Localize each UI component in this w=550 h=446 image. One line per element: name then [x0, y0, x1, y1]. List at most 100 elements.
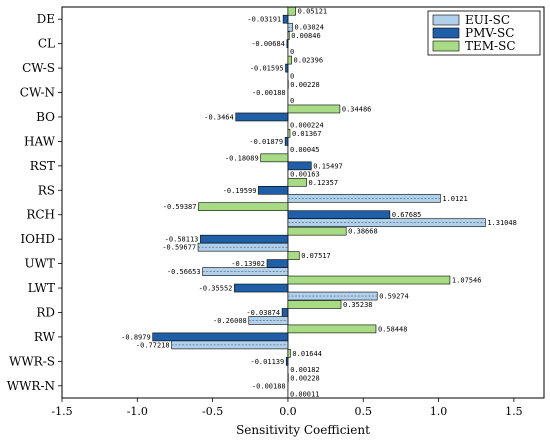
bar-tem-sc-cw-s	[288, 56, 292, 64]
bar-pmv-sc-iohd	[200, 235, 288, 243]
value-label-eui-sc-rw: -0.77218	[136, 341, 170, 349]
legend-label-pmv-sc: PMV-SC	[465, 26, 514, 40]
value-label-tem-sc-rw: 0.58448	[378, 325, 408, 333]
value-label-eui-sc-uwt: -0.56653	[167, 268, 201, 276]
value-label-tem-sc-rd: 0.35238	[343, 301, 373, 309]
value-label-eui-sc-de: 0.03024	[294, 24, 324, 32]
category-label-rs: RS	[38, 183, 55, 197]
bar-tem-sc-rw	[288, 325, 376, 333]
x-tick-label: -1.5	[51, 405, 72, 418]
bar-tem-sc-cl	[288, 32, 289, 40]
legend-swatch-eui-sc	[433, 15, 459, 25]
bar-tem-sc-rch	[198, 203, 287, 211]
bar-pmv-sc-cw-s	[286, 64, 288, 72]
value-label-tem-sc-rst: -0.18089	[225, 154, 259, 162]
x-tick-label: 1.5	[505, 405, 523, 418]
value-label-eui-sc-iohd: -0.59677	[162, 244, 196, 252]
value-label-tem-sc-lwt: 1.07546	[452, 277, 482, 285]
category-label-bo: BO	[36, 110, 55, 124]
bar-tem-sc-rs	[288, 178, 307, 186]
value-label-tem-sc-cw-s: 0.02396	[294, 57, 324, 65]
bar-pmv-sc-bo	[236, 113, 288, 121]
value-label-eui-sc-wwr-s: 0.00182	[290, 366, 320, 374]
category-label-wwr-s: WWR-S	[9, 354, 55, 368]
bar-eui-sc-lwt	[288, 292, 377, 300]
bar-pmv-sc-rw	[153, 333, 288, 341]
value-label-tem-sc-rch: -0.59387	[163, 203, 197, 211]
value-label-pmv-sc-haw: -0.01879	[249, 138, 283, 146]
bar-pmv-sc-de	[283, 15, 288, 23]
value-label-pmv-sc-lwt: -0.35552	[199, 285, 233, 293]
category-label-rw: RW	[34, 330, 56, 344]
category-label-de: DE	[37, 12, 55, 26]
value-label-pmv-sc-uwt: -0.13902	[231, 260, 265, 268]
legend-swatch-pmv-sc	[433, 28, 459, 38]
x-tick-label: 0.0	[279, 405, 297, 418]
value-label-pmv-sc-cw-s: -0.01595	[250, 65, 284, 73]
category-label-rst: RST	[30, 159, 55, 173]
x-tick-label: -1.0	[127, 405, 148, 418]
bar-tem-sc-wwr-s	[288, 349, 290, 357]
value-label-tem-sc-iohd: 0.38668	[348, 228, 378, 236]
category-label-haw: HAW	[24, 134, 56, 148]
bar-tem-sc-iohd	[288, 227, 346, 235]
value-label-tem-sc-cw-n: 0.00228	[290, 81, 320, 89]
bar-eui-sc-iohd	[198, 243, 288, 251]
category-label-cw-n: CW-N	[20, 86, 55, 100]
bar-tem-sc-haw	[288, 129, 290, 137]
value-label-tem-sc-haw: 0.01367	[292, 130, 322, 138]
value-label-pmv-sc-rst: 0.15497	[313, 162, 343, 170]
x-tick-label: 0.5	[355, 405, 373, 418]
value-label-eui-sc-lwt: 0.59274	[379, 293, 409, 301]
category-label-wwr-n: WWR-N	[7, 379, 55, 393]
bar-pmv-sc-wwr-s	[286, 357, 288, 365]
value-label-eui-sc-cw-s: 0	[290, 73, 294, 81]
value-label-tem-sc-wwr-s: 0.01644	[292, 350, 322, 358]
bar-tem-sc-de	[288, 7, 296, 15]
value-label-eui-sc-cw-n: 0	[290, 97, 294, 105]
category-label-rd: RD	[36, 305, 55, 319]
value-label-tem-sc-cl: 0.00846	[291, 32, 321, 40]
category-label-iohd: IOHD	[20, 232, 55, 246]
category-label-cl: CL	[38, 37, 55, 51]
value-label-pmv-sc-cw-n: -0.00188	[252, 89, 286, 97]
bar-pmv-sc-rd	[282, 308, 288, 316]
value-label-pmv-sc-wwr-n: -0.00188	[252, 382, 286, 390]
bar-pmv-sc-rch	[288, 211, 390, 219]
value-label-tem-sc-de: 0.05121	[298, 8, 328, 16]
bar-pmv-sc-rst	[288, 162, 311, 170]
bar-tem-sc-lwt	[288, 276, 450, 284]
x-tick-label: 1.0	[430, 405, 448, 418]
value-label-eui-sc-cl: 0	[290, 48, 294, 56]
bar-pmv-sc-cl	[287, 40, 288, 48]
bar-pmv-sc-haw	[285, 137, 288, 145]
category-label-uwt: UWT	[25, 257, 55, 271]
value-label-eui-sc-bo: 0.000224	[290, 121, 324, 129]
value-label-pmv-sc-de: -0.03191	[247, 16, 281, 24]
value-label-tem-sc-bo: 0.34486	[342, 105, 372, 113]
value-label-pmv-sc-cl: -0.00684	[251, 40, 285, 48]
legend-label-eui-sc: EUI-SC	[465, 13, 510, 27]
value-label-pmv-sc-rd: -0.03874	[246, 309, 280, 317]
bar-pmv-sc-lwt	[234, 284, 288, 292]
value-label-eui-sc-haw: 0.00045	[290, 146, 320, 154]
value-label-eui-sc-wwr-n: 0.00011	[290, 390, 320, 398]
bar-tem-sc-bo	[288, 105, 340, 113]
bar-tem-sc-rst	[261, 154, 288, 162]
category-axis: DECLCW-SCW-NBOHAWRSTRSRCHIOHDUWTLWTRDRWW…	[7, 12, 62, 393]
value-label-eui-sc-rd: -0.26008	[213, 317, 247, 325]
value-label-pmv-sc-bo: -0.3464	[204, 113, 234, 121]
value-label-tem-sc-wwr-n: 0.00228	[290, 374, 320, 382]
bar-pmv-sc-rs	[258, 186, 288, 194]
value-label-eui-sc-rst: 0.00163	[290, 170, 320, 178]
legend-label-tem-sc: TEM-SC	[465, 39, 516, 53]
category-label-cw-s: CW-S	[22, 61, 55, 75]
value-label-pmv-sc-iohd: -0.58113	[165, 236, 199, 244]
value-label-pmv-sc-wwr-s: -0.01139	[251, 358, 285, 366]
x-axis-title: Sensitivity Coefficient	[236, 423, 370, 437]
legend-swatch-tem-sc	[433, 41, 459, 51]
